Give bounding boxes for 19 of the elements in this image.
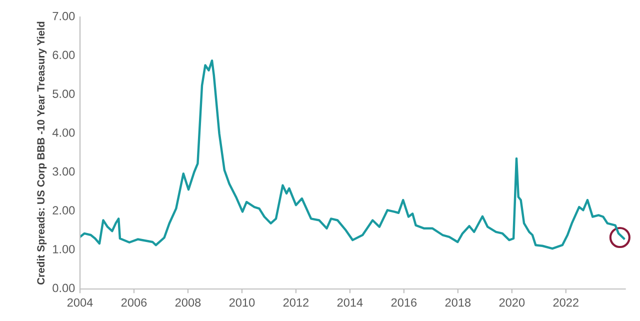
y-tick-label: 1.00 xyxy=(53,244,75,254)
x-tick-label: 2004 xyxy=(67,298,93,307)
x-tick-label: 2006 xyxy=(121,298,147,307)
y-tick-label: 0.00 xyxy=(52,284,75,292)
x-tick-label: 2022 xyxy=(553,298,578,307)
x-tick-label: 2010 xyxy=(229,298,255,307)
y-tick-label: 7.00 xyxy=(52,12,75,20)
y-tick-label: 3.00 xyxy=(52,167,75,176)
x-tick-label: 2008 xyxy=(175,298,201,307)
y-tick-label: 6.00 xyxy=(52,50,75,60)
x-tick-label: 2016 xyxy=(391,298,417,307)
x-tick-label: 2018 xyxy=(445,298,471,307)
y-tick-label: 5.00 xyxy=(52,90,75,98)
y-tick-label: 2.00 xyxy=(52,206,75,214)
y-tick-label: 4.00 xyxy=(52,128,75,137)
x-tick-label: 2014 xyxy=(337,298,363,307)
x-tick-label: 2020 xyxy=(499,298,525,307)
y-axis-title: Credit Spreads: US Corp BBB -10 Year Treasury Yield xyxy=(36,22,47,285)
x-tick-label: 2012 xyxy=(283,298,308,307)
